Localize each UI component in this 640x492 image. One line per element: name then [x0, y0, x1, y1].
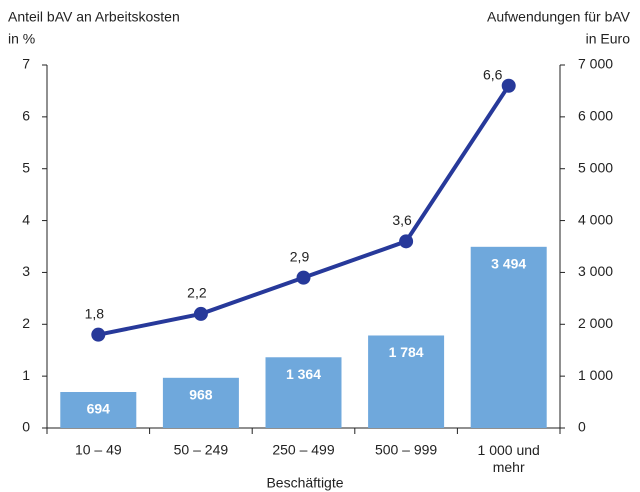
- line: [97, 84, 511, 337]
- y-tick-label: 1: [22, 367, 30, 383]
- y-axis-title: in %: [8, 31, 35, 47]
- bar-value-label: 694: [87, 401, 111, 417]
- y2-axis-title: in Euro: [586, 31, 631, 47]
- y-axis-title: Anteil bAV an Arbeitskosten: [8, 9, 180, 25]
- marker: [91, 327, 106, 342]
- bar-value-label: 3 494: [491, 256, 526, 272]
- y2-tick-label: 2 000: [578, 315, 613, 331]
- bar-value-label: 1 784: [389, 344, 424, 360]
- x-tick-label-line: 1 000 und: [478, 442, 540, 458]
- bar: [470, 246, 547, 428]
- y-tick-label: 4: [22, 211, 30, 227]
- y-tick-label: 3: [22, 263, 30, 279]
- y2-axis-title: Aufwendungen für bAV: [487, 9, 631, 25]
- y-tick-label: 7: [22, 56, 30, 72]
- marker: [399, 234, 414, 249]
- y2-tick-label: 1 000: [578, 367, 613, 383]
- x-tick-label: 500 – 999: [375, 442, 437, 458]
- line-value-label: 2,2: [187, 285, 207, 301]
- marker: [193, 306, 208, 321]
- line-value-label: 2,9: [290, 248, 310, 264]
- x-tick-label: 1 000 und mehr: [478, 442, 540, 475]
- y-tick-label: 0: [22, 419, 30, 435]
- bar-value-label: 968: [189, 387, 213, 403]
- line-value-label: 6,6: [483, 66, 503, 82]
- y-tick-label: 5: [22, 159, 30, 175]
- marker: [296, 270, 311, 285]
- x-axis-title: Beschäftigte: [266, 475, 343, 491]
- y2-tick-label: 0: [578, 419, 586, 435]
- x-tick-label: 50 – 249: [174, 442, 229, 458]
- bar-value-label: 1 364: [286, 366, 321, 382]
- bar: [162, 377, 239, 428]
- bar: [60, 392, 137, 428]
- y2-tick-label: 7 000: [578, 56, 613, 72]
- x-tick-label: 10 – 49: [75, 442, 122, 458]
- line-value-label: 1,8: [85, 305, 105, 321]
- bar: [265, 357, 342, 428]
- y2-tick-label: 4 000: [578, 211, 613, 227]
- x-tick-label: 250 – 499: [272, 442, 334, 458]
- line-value-label: 3,6: [392, 212, 412, 228]
- x-tick-label-line: mehr: [493, 459, 525, 475]
- y2-tick-label: 5 000: [578, 159, 613, 175]
- bar: [368, 335, 445, 428]
- marker: [501, 78, 516, 93]
- y-tick-label: 6: [22, 108, 30, 124]
- y-tick-label: 2: [22, 315, 30, 331]
- y2-tick-label: 3 000: [578, 263, 613, 279]
- y2-tick-label: 6 000: [578, 108, 613, 124]
